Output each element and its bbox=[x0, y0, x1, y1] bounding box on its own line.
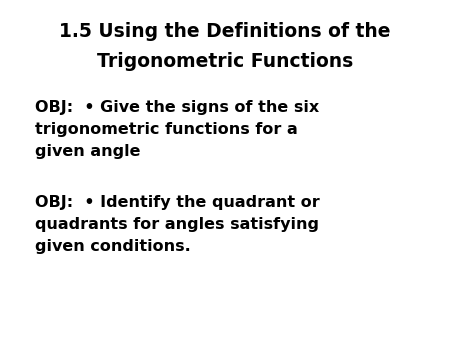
Text: given conditions.: given conditions. bbox=[35, 239, 191, 254]
Text: OBJ:  • Identify the quadrant or: OBJ: • Identify the quadrant or bbox=[35, 195, 320, 210]
Text: OBJ:  • Give the signs of the six: OBJ: • Give the signs of the six bbox=[35, 100, 319, 115]
Text: 1.5 Using the Definitions of the: 1.5 Using the Definitions of the bbox=[59, 22, 391, 41]
Text: given angle: given angle bbox=[35, 144, 140, 159]
Text: Trigonometric Functions: Trigonometric Functions bbox=[97, 52, 353, 71]
Text: quadrants for angles satisfying: quadrants for angles satisfying bbox=[35, 217, 319, 232]
Text: trigonometric functions for a: trigonometric functions for a bbox=[35, 122, 298, 137]
